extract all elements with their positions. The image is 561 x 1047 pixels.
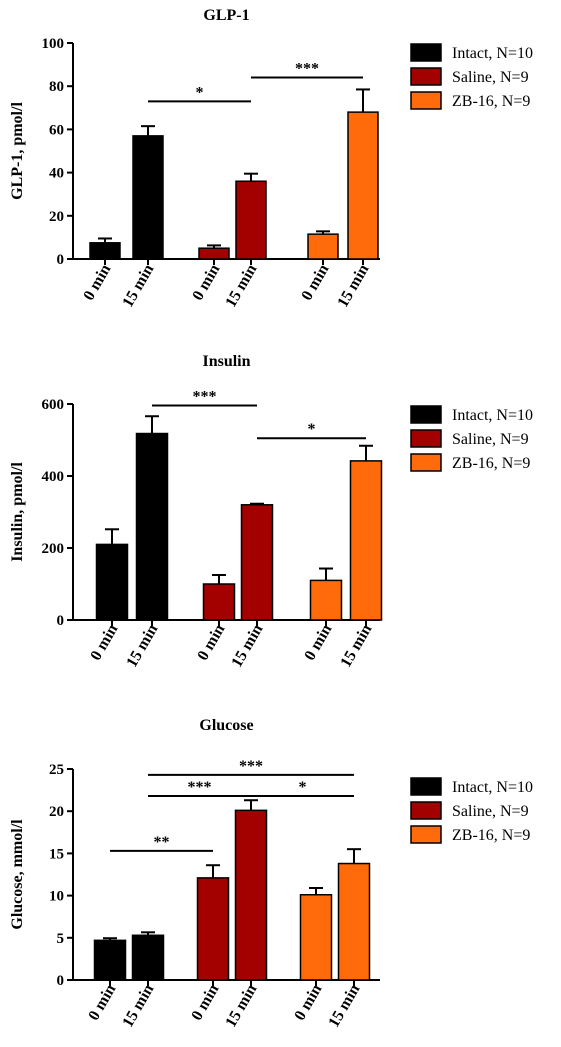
- x-tick-label: 15 min: [222, 981, 260, 1030]
- x-tick-label: 0 min: [87, 621, 121, 663]
- y-tick-label: 0: [57, 973, 65, 989]
- legend-label: Intact, N=10: [452, 779, 533, 796]
- bar-intact-15min: [135, 432, 169, 621]
- legend-swatch: [410, 453, 442, 472]
- y-tick-label: 400: [42, 469, 65, 485]
- legend-label: Saline, N=9: [452, 69, 529, 86]
- bar-intact-0min: [95, 543, 129, 621]
- x-tick-label: 15 min: [228, 621, 266, 670]
- x-tick-label: 0 min: [301, 621, 335, 663]
- y-tick-label: 200: [42, 541, 65, 557]
- significance-label: *: [308, 421, 316, 438]
- significance-label: ***: [295, 61, 319, 78]
- y-tick-label: 10: [49, 889, 64, 905]
- y-tick-label: 100: [42, 36, 65, 52]
- bar-zb-16-15min: [337, 862, 371, 981]
- legend-label: Saline, N=9: [452, 431, 529, 448]
- bar-zb-16-15min: [349, 460, 383, 621]
- x-tick-label: 15 min: [222, 261, 260, 310]
- legend-label: Intact, N=10: [452, 45, 533, 62]
- x-tick-label: 0 min: [291, 981, 325, 1023]
- significance-label: **: [154, 834, 170, 851]
- y-axis-label: GLP-1, pmol/l: [9, 102, 26, 200]
- bar-saline-0min: [196, 877, 230, 981]
- legend-label: Intact, N=10: [452, 407, 533, 424]
- legend-swatch: [410, 429, 442, 448]
- bar-zb-16-0min: [309, 579, 343, 621]
- bar-intact-0min: [93, 939, 127, 981]
- y-tick-label: 5: [57, 931, 65, 947]
- x-tick-label: 0 min: [188, 981, 222, 1023]
- legend-label: ZB-16, N=9: [452, 93, 530, 110]
- chart-title: Glucose: [199, 717, 253, 734]
- significance-label: ***: [193, 388, 217, 405]
- y-tick-label: 20: [49, 804, 64, 820]
- y-tick-label: 40: [49, 166, 64, 182]
- x-tick-label: 15 min: [123, 621, 161, 670]
- x-tick-label: 15 min: [119, 981, 157, 1030]
- legend-swatch: [410, 91, 442, 110]
- bar-intact-15min: [131, 934, 165, 981]
- chart-title: GLP-1: [203, 7, 249, 24]
- bar-zb-16-0min: [307, 233, 339, 260]
- legend-swatch: [410, 801, 442, 820]
- bar-saline-0min: [202, 583, 236, 621]
- x-tick-label: 15 min: [325, 981, 363, 1030]
- bar-saline-0min: [198, 247, 230, 260]
- bar-zb-16-15min: [347, 111, 379, 260]
- chart-title: Insulin: [202, 353, 250, 370]
- x-tick-label: 0 min: [194, 621, 228, 663]
- x-tick-label: 0 min: [85, 981, 119, 1023]
- significance-label: *: [299, 779, 307, 796]
- legend-swatch: [410, 67, 442, 86]
- significance-label: ***: [239, 758, 263, 775]
- y-tick-label: 60: [49, 122, 64, 138]
- y-tick-label: 600: [42, 397, 65, 413]
- bar-intact-0min: [89, 242, 121, 260]
- x-tick-label: 0 min: [189, 261, 223, 303]
- y-axis-label: Insulin, pmol/l: [9, 462, 26, 562]
- y-axis-label: Glucose, mmol/l: [9, 819, 26, 930]
- bar-intact-15min: [132, 135, 164, 260]
- x-tick-label: 0 min: [298, 261, 332, 303]
- y-tick-label: 0: [57, 613, 65, 629]
- legend-swatch: [410, 777, 442, 796]
- y-tick-label: 15: [49, 846, 64, 862]
- legend-swatch: [410, 825, 442, 844]
- bar-saline-15min: [234, 809, 268, 981]
- y-tick-label: 20: [49, 209, 64, 225]
- legend-label: Saline, N=9: [452, 803, 529, 820]
- x-tick-label: 15 min: [119, 261, 157, 310]
- x-tick-label: 15 min: [334, 261, 372, 310]
- legend-label: ZB-16, N=9: [452, 827, 530, 844]
- legend-swatch: [410, 43, 442, 62]
- significance-label: *: [196, 84, 204, 101]
- x-tick-label: 15 min: [337, 621, 375, 670]
- y-tick-label: 80: [49, 79, 64, 95]
- y-tick-label: 25: [49, 762, 64, 778]
- legend-swatch: [410, 405, 442, 424]
- x-tick-label: 0 min: [80, 261, 114, 303]
- significance-label: ***: [188, 779, 212, 796]
- y-tick-label: 0: [57, 252, 65, 268]
- bar-saline-15min: [240, 504, 274, 621]
- bar-saline-15min: [235, 180, 267, 260]
- bar-zb-16-0min: [299, 894, 333, 981]
- legend-label: ZB-16, N=9: [452, 455, 530, 472]
